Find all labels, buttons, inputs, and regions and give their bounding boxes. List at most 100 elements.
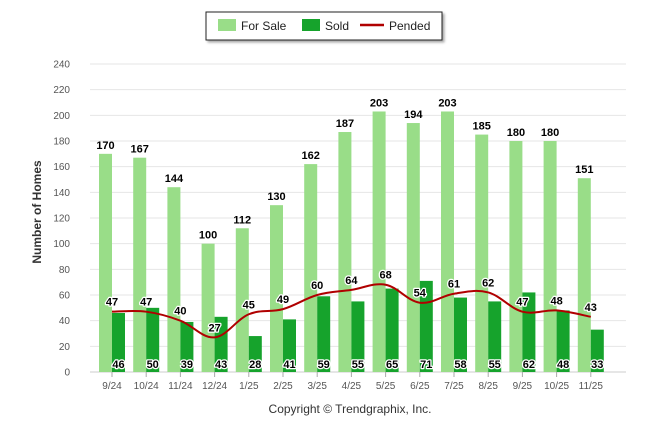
sold-bar bbox=[317, 296, 331, 372]
axes: 0 20 40 60 80 100 120 140 160 180 200 220 240 9/24 10/… bbox=[53, 60, 603, 393]
legend-box bbox=[205, 11, 443, 41]
for-sale-bar bbox=[167, 187, 181, 372]
bars bbox=[99, 111, 604, 373]
for-sale-value-label: 180 bbox=[507, 127, 525, 139]
pended-value-label: 64 bbox=[345, 275, 358, 287]
pended-value-label: 47 bbox=[140, 297, 152, 309]
x-tick-label: 5/25 bbox=[376, 381, 396, 392]
x-tick-label: 12/24 bbox=[202, 381, 227, 392]
pended-value-label: 61 bbox=[448, 279, 460, 291]
for-sale-bar bbox=[270, 205, 283, 372]
x-tick-label: 8/25 bbox=[478, 381, 498, 392]
x-tick-label: 11/24 bbox=[168, 381, 193, 392]
x-tick-label: 9/24 bbox=[102, 381, 122, 392]
sold-value-label: 46 bbox=[112, 359, 124, 371]
pended-value-label: 60 bbox=[311, 280, 323, 292]
y-tick-label: 140 bbox=[53, 188, 70, 199]
sold-bar bbox=[248, 336, 262, 372]
for-sale-value-label: 112 bbox=[233, 214, 251, 226]
for-sale-bar bbox=[372, 111, 386, 372]
y-tick-label: 0 bbox=[64, 368, 70, 379]
legend-label-pended: Pended bbox=[389, 19, 430, 33]
x-tick-label: 11/25 bbox=[579, 381, 604, 392]
for-sale-bar bbox=[133, 157, 147, 372]
for-sale-bar bbox=[543, 141, 557, 372]
sold-value-label: 55 bbox=[352, 359, 364, 371]
for-sale-value-label: 100 bbox=[199, 230, 217, 242]
legend-label-sold: Sold bbox=[325, 19, 349, 33]
sold-value-label: 28 bbox=[249, 359, 261, 371]
sold-bar bbox=[180, 321, 194, 372]
for-sale-value-label: 151 bbox=[575, 164, 593, 176]
for-sale-bar bbox=[99, 153, 112, 372]
sold-value-label: 62 bbox=[523, 359, 535, 371]
y-tick-label: 100 bbox=[53, 239, 70, 250]
legend-swatch-for-sale bbox=[218, 19, 236, 31]
legend-swatch-sold bbox=[302, 19, 320, 31]
sold-bar bbox=[556, 310, 570, 372]
for-sale-bar bbox=[509, 141, 523, 372]
sold-value-label: 71 bbox=[420, 359, 432, 371]
y-axis-label: Number of Homes bbox=[30, 160, 44, 264]
y-tick-label: 20 bbox=[59, 342, 71, 353]
for-sale-value-label: 144 bbox=[165, 173, 184, 185]
sold-value-label: 43 bbox=[215, 359, 227, 371]
sold-bar bbox=[283, 319, 296, 372]
sold-value-label: 33 bbox=[591, 359, 603, 371]
x-tick-label: 3/25 bbox=[307, 381, 327, 392]
for-sale-bar bbox=[201, 243, 215, 372]
for-sale-value-label: 203 bbox=[370, 97, 388, 109]
y-tick-label: 200 bbox=[53, 111, 70, 122]
pended-value-label: 48 bbox=[550, 295, 562, 307]
sold-bar bbox=[385, 288, 399, 372]
legend-label-for-sale: For Sale bbox=[241, 19, 287, 33]
legend: For Sale Sold Pended bbox=[205, 11, 443, 41]
x-tick-label: 10/24 bbox=[134, 381, 159, 392]
y-tick-label: 40 bbox=[59, 316, 71, 327]
for-sale-bar bbox=[406, 123, 420, 373]
for-sale-value-label: 185 bbox=[473, 121, 491, 133]
x-tick-label: 2/25 bbox=[273, 381, 293, 392]
sold-bar bbox=[590, 329, 604, 372]
sold-value-label: 48 bbox=[557, 359, 569, 371]
for-sale-value-label: 187 bbox=[336, 118, 354, 130]
pended-value-label: 47 bbox=[106, 297, 118, 309]
x-tick-label: 7/25 bbox=[444, 381, 464, 392]
y-tick-label: 60 bbox=[59, 291, 71, 302]
for-sale-value-label: 170 bbox=[96, 140, 114, 152]
pended-line-path bbox=[111, 283, 591, 339]
for-sale-bar bbox=[441, 111, 454, 372]
y-tick-label: 80 bbox=[59, 265, 71, 276]
x-tick-label: 4/25 bbox=[342, 381, 362, 392]
pended-value-label: 68 bbox=[379, 270, 391, 282]
sold-bar bbox=[488, 301, 502, 372]
for-sale-value-label: 162 bbox=[302, 150, 320, 162]
y-tick-label: 220 bbox=[53, 85, 70, 96]
sold-bar bbox=[146, 307, 160, 372]
sold-value-label: 39 bbox=[181, 359, 193, 371]
sold-value-label: 50 bbox=[147, 359, 159, 371]
for-sale-value-label: 130 bbox=[267, 191, 285, 203]
for-sale-value-label: 194 bbox=[404, 109, 423, 121]
for-sale-bar bbox=[577, 178, 591, 372]
pended-value-label: 27 bbox=[208, 322, 220, 334]
for-sale-bar bbox=[475, 134, 489, 372]
for-sale-bar bbox=[338, 132, 352, 372]
for-sale-value-label: 203 bbox=[438, 97, 456, 109]
sold-bar bbox=[214, 316, 228, 372]
sold-value-label: 59 bbox=[318, 359, 330, 371]
pended-value-label: 43 bbox=[585, 302, 597, 314]
for-sale-bar bbox=[304, 164, 318, 372]
sold-bar bbox=[454, 297, 467, 372]
pended-value-label: 54 bbox=[414, 288, 427, 300]
sold-value-label: 58 bbox=[454, 359, 466, 371]
for-sale-value-label: 180 bbox=[541, 127, 559, 139]
pended-value-label: 49 bbox=[277, 294, 289, 306]
pended-line bbox=[111, 283, 591, 339]
for-sale-value-label: 167 bbox=[131, 144, 149, 156]
y-tick-label: 180 bbox=[53, 137, 70, 148]
pended-value-label: 40 bbox=[174, 306, 186, 318]
x-tick-label: 9/25 bbox=[513, 381, 533, 392]
